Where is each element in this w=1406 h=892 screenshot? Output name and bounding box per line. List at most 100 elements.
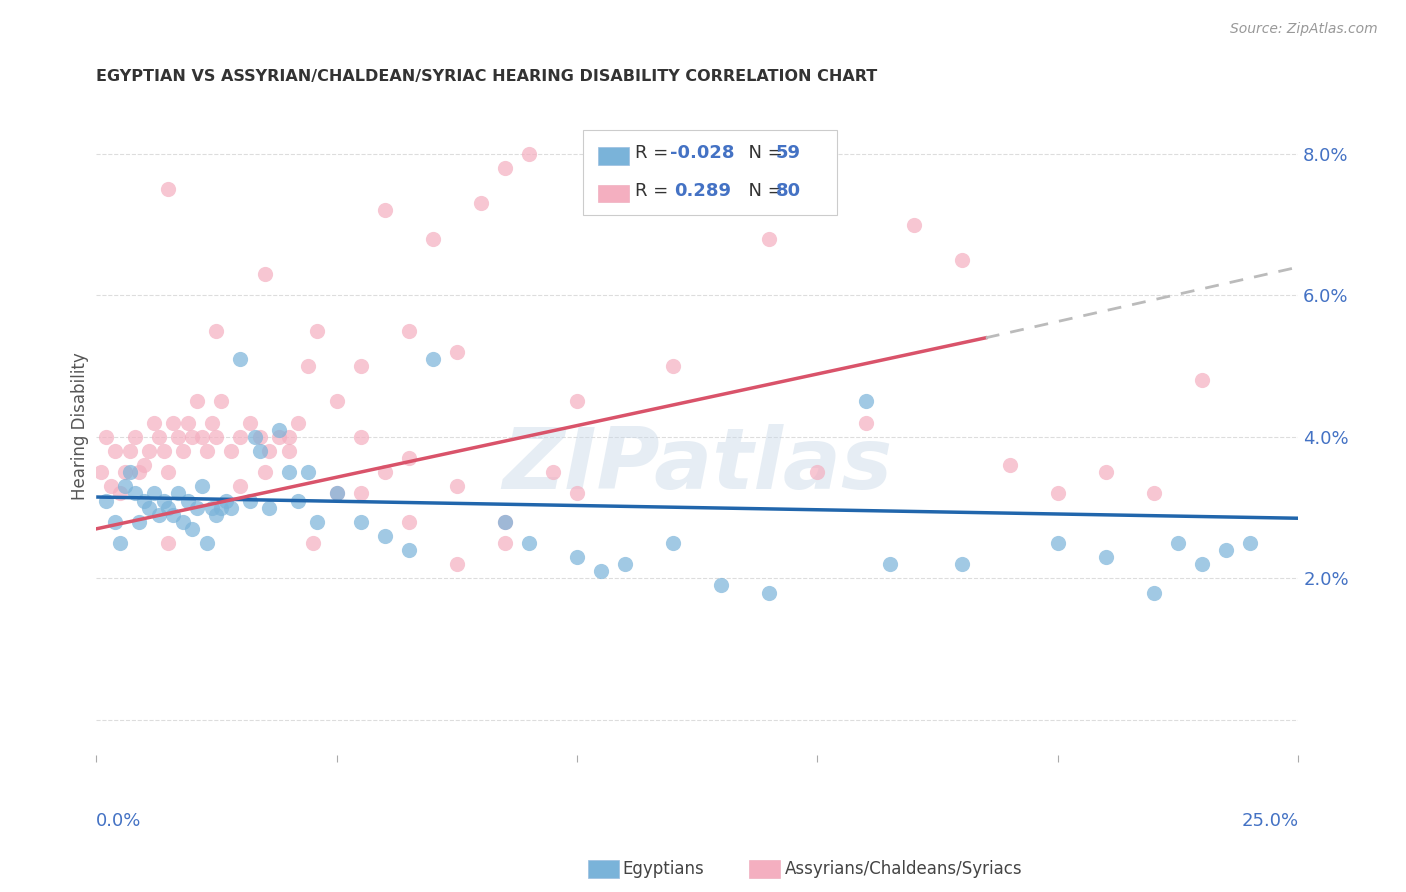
Point (325, 486, 347, 500)
Point (239, 493, 262, 508)
Point (565, 394, 588, 409)
Text: 59: 59 (776, 144, 800, 162)
Point (104, 515, 127, 529)
Point (229, 351, 252, 366)
Point (350, 359, 373, 373)
Text: Egyptians: Egyptians (623, 860, 704, 878)
Point (470, 196, 492, 211)
Point (662, 359, 685, 373)
Point (157, 536, 180, 550)
Point (209, 394, 232, 409)
Point (350, 515, 373, 529)
Point (157, 465, 180, 479)
Point (325, 486, 347, 500)
Point (229, 479, 252, 493)
Point (152, 493, 174, 508)
Point (517, 536, 540, 550)
Point (152, 444, 174, 458)
Point (398, 515, 420, 529)
Point (710, 578, 733, 592)
Point (398, 324, 420, 338)
Point (758, 232, 780, 246)
Point (219, 500, 242, 515)
Point (201, 500, 224, 515)
Point (118, 465, 141, 479)
Point (104, 444, 127, 458)
Point (181, 522, 204, 536)
Point (114, 465, 136, 479)
Point (267, 430, 290, 444)
Point (142, 416, 165, 430)
Point (142, 486, 165, 500)
Point (350, 486, 373, 500)
Point (494, 536, 516, 550)
Point (94, 493, 117, 508)
Point (710, 146, 733, 161)
Point (1095, 550, 1118, 565)
Point (162, 508, 184, 522)
Point (301, 536, 323, 550)
Point (124, 486, 146, 500)
Point (172, 515, 194, 529)
Point (374, 465, 396, 479)
Point (1143, 585, 1166, 599)
Text: R =: R = (636, 144, 673, 162)
Point (124, 430, 146, 444)
Point (277, 465, 299, 479)
Point (205, 430, 228, 444)
Point (100, 479, 122, 493)
Point (205, 324, 228, 338)
Point (209, 500, 232, 515)
Point (422, 351, 444, 366)
Point (134, 493, 156, 508)
Point (758, 585, 780, 599)
Point (162, 416, 184, 430)
Text: 0.289: 0.289 (675, 182, 731, 200)
Point (446, 345, 468, 359)
Point (1191, 373, 1213, 387)
Y-axis label: Hearing Disability: Hearing Disability (72, 352, 89, 500)
Point (167, 430, 190, 444)
Point (195, 536, 218, 550)
Point (90, 465, 112, 479)
Point (186, 500, 208, 515)
Point (307, 515, 329, 529)
Text: Assyrians/Chaldeans/Syriacs: Assyrians/Chaldeans/Syriacs (785, 860, 1022, 878)
Point (219, 444, 242, 458)
Point (277, 444, 299, 458)
Point (138, 444, 160, 458)
Point (114, 479, 136, 493)
Point (591, 564, 613, 578)
Point (614, 146, 637, 161)
Point (243, 430, 266, 444)
Point (138, 500, 160, 515)
Point (517, 146, 540, 161)
Point (998, 458, 1021, 472)
Point (855, 416, 877, 430)
Point (614, 558, 637, 572)
Point (128, 515, 150, 529)
Text: N =: N = (738, 144, 789, 162)
Point (249, 444, 271, 458)
Point (350, 430, 373, 444)
Point (541, 465, 564, 479)
Point (398, 543, 420, 558)
Point (181, 430, 204, 444)
Point (259, 444, 281, 458)
Point (157, 500, 180, 515)
Point (325, 394, 347, 409)
Point (215, 493, 238, 508)
Point (494, 515, 516, 529)
Point (446, 479, 468, 493)
Point (186, 394, 208, 409)
Point (110, 536, 132, 550)
Point (191, 479, 214, 493)
Text: Source: ZipAtlas.com: Source: ZipAtlas.com (1230, 22, 1378, 37)
Point (253, 267, 276, 281)
Point (1046, 536, 1069, 550)
Point (297, 465, 319, 479)
Text: 0.0%: 0.0% (96, 812, 142, 830)
Point (205, 40, 228, 54)
Point (565, 550, 588, 565)
Point (1215, 543, 1237, 558)
